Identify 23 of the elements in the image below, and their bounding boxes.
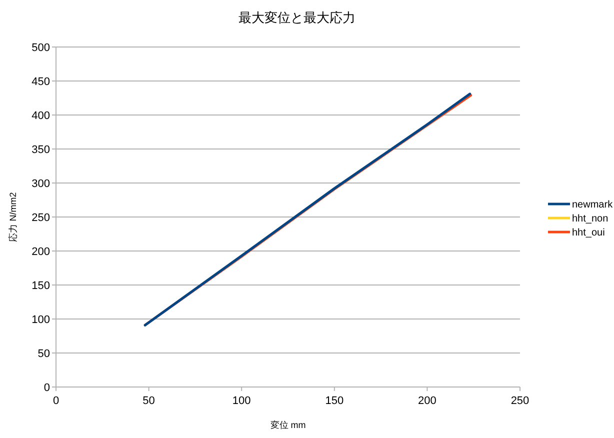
x-tick-label: 0 bbox=[52, 395, 60, 407]
chart-title: 最大変位と最大応力 bbox=[238, 10, 356, 25]
y-tick-label: 250 bbox=[32, 212, 50, 224]
y-tick-label: 350 bbox=[32, 144, 50, 156]
x-tick-label: 150 bbox=[325, 395, 344, 407]
y-tick-label: 0 bbox=[44, 382, 50, 394]
x-tick-label: 200 bbox=[418, 395, 436, 407]
y-tick-label: 300 bbox=[32, 178, 50, 190]
x-axis-title: 変位 mm bbox=[270, 420, 306, 430]
y-tick-label: 50 bbox=[38, 348, 50, 360]
y-tick-label: 100 bbox=[32, 314, 50, 326]
y-tick-label: 400 bbox=[32, 110, 50, 122]
x-tick-label: 100 bbox=[232, 395, 251, 407]
x-tick-label: 250 bbox=[510, 395, 530, 407]
y-axis-title: 応力 N/mm2 bbox=[8, 192, 18, 242]
legend-label: hht_oui bbox=[572, 228, 605, 238]
x-tick-label: 50 bbox=[142, 395, 155, 407]
y-tick-label: 450 bbox=[32, 76, 50, 88]
y-tick-label: 200 bbox=[32, 246, 50, 258]
legend-label: hht_non bbox=[572, 214, 608, 224]
y-tick-label: 150 bbox=[32, 280, 50, 292]
y-tick-label: 500 bbox=[32, 42, 50, 54]
legend-label: newmark bbox=[572, 200, 614, 210]
